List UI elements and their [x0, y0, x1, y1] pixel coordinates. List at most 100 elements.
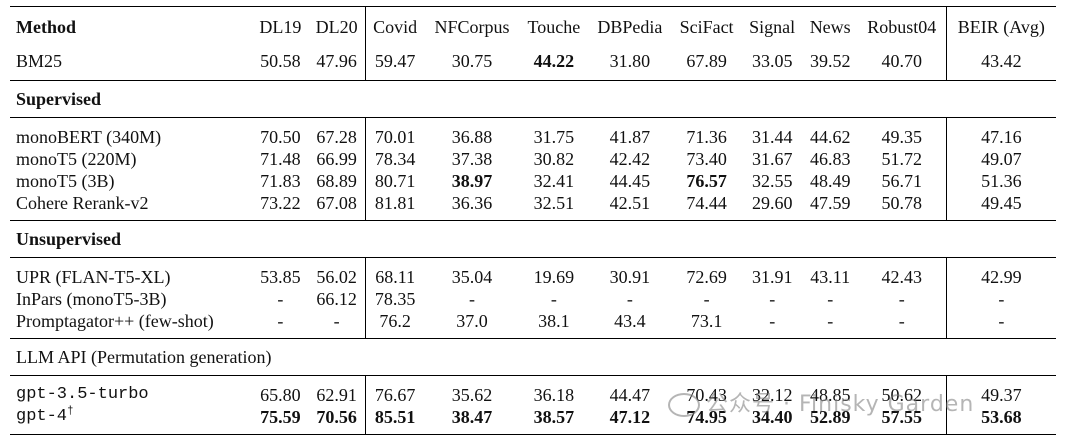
- cell: 31.44: [751, 127, 793, 147]
- cell: 38.47: [424, 406, 520, 435]
- cell: 48.85: [809, 385, 851, 405]
- cell: 19.69: [533, 267, 575, 287]
- cell: 48.49: [809, 171, 851, 191]
- cell: 29.60: [741, 192, 803, 221]
- cell: 44.62: [809, 127, 851, 147]
- cell: 76.57: [686, 171, 727, 191]
- cell: 32.55: [751, 171, 793, 191]
- cell: -: [277, 289, 284, 309]
- cell: 78.35: [364, 288, 425, 310]
- cell: 81.81: [364, 192, 425, 221]
- cell: 76.2: [364, 310, 425, 339]
- cell: 78.34: [364, 148, 425, 170]
- cell: 38.97: [451, 171, 493, 191]
- cell: 32.41: [533, 171, 575, 191]
- cell: 44.47: [609, 385, 651, 405]
- cell: 32.51: [519, 192, 589, 221]
- cell: 67.08: [308, 192, 366, 221]
- row-method: gpt-3.5-turbo: [16, 385, 149, 404]
- cell: 35.04: [451, 267, 493, 287]
- cell: 36.18: [533, 385, 575, 405]
- cell: 37.0: [424, 310, 520, 339]
- cell: 43.11: [810, 267, 851, 287]
- cell: 51.72: [881, 149, 922, 169]
- cell: 47.59: [802, 192, 858, 221]
- table-row: gpt-4† 75.59 70.56 85.51 38.47 38.57 47.…: [10, 406, 1056, 435]
- header-row: Method DL19 DL20 Covid NFCorpus Touche D…: [10, 6, 1056, 43]
- cell: -: [945, 310, 1056, 339]
- cell: 31.67: [751, 149, 793, 169]
- cell: -: [802, 310, 858, 339]
- cell: 72.69: [686, 267, 727, 287]
- cell: 74.44: [671, 192, 742, 221]
- cell: -: [468, 289, 475, 309]
- section-title: LLM API (Permutation generation): [10, 338, 1056, 376]
- table-row: Cohere Rerank-v2 73.22 67.08 81.81 36.36…: [10, 192, 1056, 221]
- cell: 56.02: [316, 267, 357, 287]
- cell: 38.1: [519, 310, 589, 339]
- cell: 68.89: [316, 171, 357, 191]
- cell: 42.51: [588, 192, 672, 221]
- cell: -: [945, 288, 1056, 310]
- section-supervised: Supervised: [10, 80, 1056, 118]
- cell: 67.28: [316, 127, 357, 147]
- cell: 42.43: [881, 267, 922, 287]
- header-news: News: [802, 6, 858, 43]
- cell: 65.80: [260, 385, 301, 405]
- section-title: Unsupervised: [10, 220, 1056, 258]
- cell: 80.71: [364, 170, 425, 192]
- cell: 71.48: [260, 149, 301, 169]
- table-row: UPR (FLAN-T5-XL) 53.85 56.02 68.11 35.04…: [10, 257, 1056, 288]
- header-dl19: DL19: [252, 6, 309, 43]
- cell: 42.99: [945, 257, 1056, 288]
- header-covid: Covid: [364, 6, 425, 43]
- cell: 66.99: [316, 149, 357, 169]
- row-method: monoT5 (3B): [16, 171, 115, 191]
- cell: 73.40: [686, 149, 727, 169]
- cell: 67.89: [671, 43, 742, 81]
- cell: 73.1: [671, 310, 742, 339]
- cell: 36.36: [424, 192, 520, 221]
- cell: -: [827, 289, 834, 309]
- cell: 70.56: [308, 406, 366, 435]
- cell: 38.57: [519, 406, 589, 435]
- cell: 47.96: [308, 43, 366, 81]
- cell: 35.62: [451, 385, 493, 405]
- row-method: monoBERT (340M): [16, 127, 162, 147]
- table-row: Promptagator++ (few-shot) - - 76.2 37.0 …: [10, 310, 1056, 339]
- cell: -: [898, 289, 905, 309]
- cell: 49.37: [945, 375, 1056, 406]
- cell: 36.88: [451, 127, 493, 147]
- cell: -: [703, 289, 710, 309]
- cell: 50.62: [881, 385, 922, 405]
- table-row: monoT5 (220M) 71.48 66.99 78.34 37.38 30…: [10, 148, 1056, 170]
- cell: 76.67: [364, 375, 425, 406]
- cell: 43.4: [588, 310, 672, 339]
- cell: 71.36: [686, 127, 727, 147]
- cell: 31.80: [588, 43, 672, 81]
- cell: 42.42: [609, 149, 651, 169]
- cell: -: [769, 289, 776, 309]
- row-method: BM25: [10, 43, 253, 81]
- cell: 56.71: [881, 171, 922, 191]
- cell: 49.45: [945, 192, 1056, 221]
- header-nfcorpus: NFCorpus: [424, 6, 520, 43]
- header-beir-avg: BEIR (Avg): [945, 6, 1056, 43]
- cell: 47.12: [588, 406, 672, 435]
- cell: -: [741, 310, 803, 339]
- cell: 31.75: [533, 127, 575, 147]
- watermark: 公众号 · Finisky Garden: [668, 386, 974, 418]
- cell: -: [252, 310, 309, 339]
- cell: 44.22: [519, 43, 589, 81]
- cell: 52.89: [802, 406, 858, 435]
- cell: 53.68: [945, 406, 1056, 435]
- cell: 75.59: [252, 406, 309, 435]
- method-text: gpt-4: [16, 407, 68, 426]
- header-signal: Signal: [741, 6, 803, 43]
- cell: 50.78: [857, 192, 947, 221]
- cell: 53.85: [260, 267, 301, 287]
- row-method: Cohere Rerank-v2: [10, 192, 253, 221]
- cell: 73.22: [252, 192, 309, 221]
- header-robust04: Robust04: [857, 6, 947, 43]
- section-unsupervised: Unsupervised: [10, 220, 1056, 258]
